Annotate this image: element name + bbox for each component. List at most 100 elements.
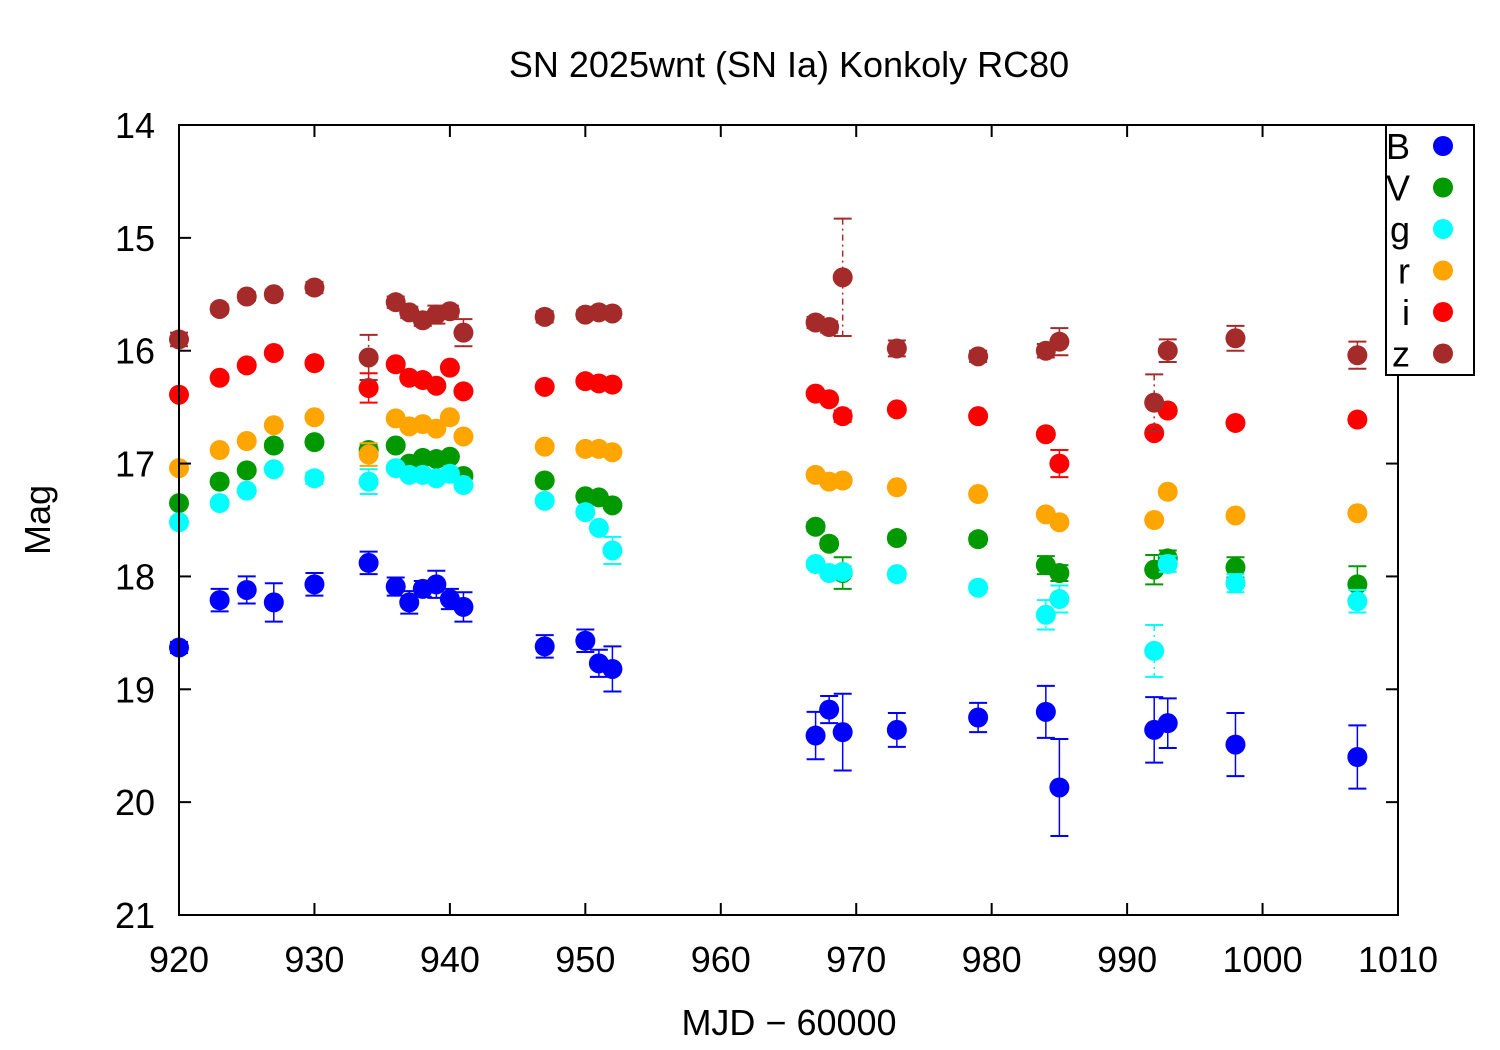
data-point-i: [426, 375, 447, 396]
y-tick-label: 16: [115, 331, 155, 372]
data-point-B: [832, 722, 853, 743]
data-point-B: [385, 576, 406, 597]
data-point-r: [236, 431, 257, 451]
data-point-r: [263, 415, 284, 436]
data-point-i: [832, 406, 853, 427]
x-tick-label: 1010: [1358, 939, 1438, 980]
data-point-i: [886, 399, 907, 420]
data-point-g: [832, 561, 853, 582]
data-point-i: [819, 389, 840, 410]
legend-marker-V: [1433, 177, 1453, 198]
data-point-z: [534, 306, 555, 327]
data-point-i: [1049, 453, 1070, 474]
legend-marker-B: [1433, 136, 1453, 156]
data-point-B: [1035, 701, 1056, 722]
data-point-z: [1144, 392, 1165, 413]
x-tick-label: 970: [826, 939, 886, 980]
data-point-i: [534, 376, 555, 397]
x-tick-label: 1000: [1223, 939, 1303, 980]
data-point-r: [439, 407, 460, 428]
x-tick-label: 980: [962, 939, 1022, 980]
data-point-r: [1144, 510, 1165, 530]
data-point-B: [534, 636, 555, 657]
x-tick-label: 920: [149, 939, 209, 980]
series-z: [169, 217, 1368, 432]
x-tick-label: 950: [555, 939, 615, 980]
legend-marker-z: [1433, 343, 1453, 364]
legend-label: g: [1390, 209, 1410, 250]
data-point-B: [575, 630, 596, 651]
data-point-r: [1049, 512, 1070, 533]
legend-box: [1385, 124, 1475, 376]
data-point-g: [1347, 591, 1368, 612]
data-point-B: [1049, 777, 1070, 798]
data-point-r: [453, 426, 474, 447]
legend-label: V: [1386, 168, 1410, 209]
legend-label: z: [1392, 334, 1410, 375]
data-point-z: [236, 286, 257, 307]
data-point-i: [263, 342, 284, 363]
data-point-B: [358, 552, 379, 573]
y-axis-label: Mag: [17, 485, 58, 555]
data-point-r: [602, 442, 623, 463]
data-point-g: [304, 468, 325, 489]
data-point-r: [968, 484, 989, 505]
data-point-r: [304, 407, 325, 428]
data-point-z: [886, 338, 907, 359]
data-point-i: [304, 353, 325, 374]
data-point-r: [1157, 481, 1178, 502]
data-point-i: [968, 406, 989, 427]
series-i: [169, 342, 1368, 479]
data-point-B: [453, 596, 474, 617]
plot-area: [169, 217, 1368, 837]
data-point-g: [358, 471, 379, 492]
data-point-g: [886, 564, 907, 585]
data-point-r: [886, 477, 907, 498]
data-point-B: [1157, 713, 1178, 734]
legend-marker-i: [1433, 302, 1453, 322]
data-point-V: [263, 435, 284, 456]
data-point-i: [1347, 409, 1368, 430]
data-point-V: [1225, 557, 1246, 578]
data-point-z: [209, 298, 230, 319]
series-g: [169, 458, 1368, 678]
x-axis-label: MJD − 60000: [681, 1002, 896, 1043]
y-axis: 14 15 16 17 18 19 20 21: [115, 105, 1398, 936]
data-point-z: [1157, 340, 1178, 361]
x-tick-label: 940: [420, 939, 480, 980]
data-point-B: [236, 579, 257, 600]
data-point-g: [968, 577, 989, 598]
series-V: [169, 432, 1368, 604]
data-point-B: [263, 592, 284, 613]
series-B: [169, 550, 1368, 837]
data-point-g: [1049, 589, 1070, 609]
legend-label: B: [1386, 126, 1410, 167]
data-point-B: [886, 719, 907, 740]
data-point-B: [426, 574, 447, 595]
data-point-g: [263, 459, 284, 480]
data-point-B: [209, 590, 230, 611]
data-point-i: [358, 377, 379, 398]
data-point-V: [385, 435, 406, 456]
data-point-g: [1035, 604, 1056, 625]
data-point-V: [1049, 563, 1070, 584]
data-point-V: [968, 529, 989, 550]
data-point-g: [1144, 640, 1165, 661]
plot-frame: [178, 124, 1399, 916]
legend-marker-r: [1433, 260, 1453, 281]
data-point-B: [805, 725, 826, 746]
data-point-z: [439, 301, 460, 322]
data-point-B: [1225, 734, 1246, 755]
data-point-i: [236, 355, 257, 376]
data-point-B: [602, 658, 623, 679]
data-point-z: [968, 346, 989, 367]
data-point-V: [534, 470, 555, 491]
data-point-r: [1225, 505, 1246, 526]
data-point-V: [236, 460, 257, 481]
data-point-z: [1225, 328, 1246, 349]
data-point-z: [1049, 331, 1070, 352]
data-point-B: [968, 707, 989, 728]
series-r: [169, 407, 1368, 533]
data-point-B: [819, 699, 840, 720]
